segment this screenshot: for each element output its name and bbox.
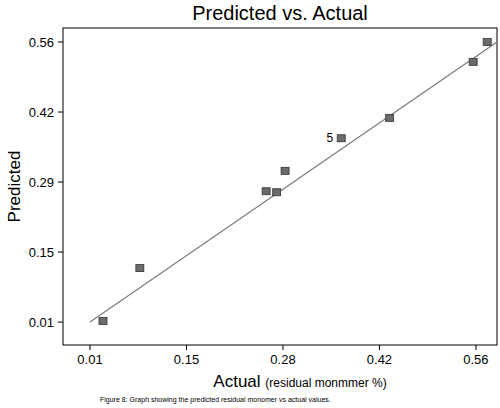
- point: [483, 39, 491, 46]
- y-axis-label: Predicted: [5, 151, 24, 223]
- plot-frame: [63, 28, 497, 345]
- caption: Figure 8: Graph showing the predicted re…: [100, 396, 331, 404]
- x-tick-label: 0.15: [174, 352, 199, 367]
- point: [386, 114, 394, 121]
- title: Predicted vs. Actual: [192, 2, 368, 24]
- x-tick-label: 0.56: [463, 352, 488, 367]
- point: [281, 167, 289, 174]
- chart: Predicted vs. Actual 0.01 0.15 0.28 0.42 0.56…: [0, 0, 500, 408]
- point: [337, 135, 345, 142]
- x-axis-label: Actual (residual monmmer %): [213, 372, 386, 391]
- y-tick-label: 0.01: [29, 315, 54, 330]
- x-axis-label-units: (residual monmmer %): [265, 376, 386, 390]
- y-tick: [58, 112, 63, 113]
- y-tick-label: 0.56: [29, 35, 54, 50]
- point: [99, 318, 107, 325]
- plot-area: [90, 39, 497, 325]
- point-annotation: 5: [327, 131, 334, 145]
- x-tick: [475, 345, 476, 350]
- x-tick-label: 0.28: [270, 352, 295, 367]
- x-axis-label-main: Actual: [213, 372, 265, 391]
- point: [262, 188, 270, 195]
- y-tick: [58, 182, 63, 183]
- x-tick-label: 0.42: [367, 352, 392, 367]
- x-tick: [282, 345, 283, 350]
- y-tick: [58, 322, 63, 323]
- y-tick-label: 0.15: [29, 245, 54, 260]
- point: [469, 58, 477, 65]
- y-tick-label: 0.42: [29, 105, 54, 120]
- point: [273, 189, 281, 196]
- x-tick: [379, 345, 380, 350]
- x-tick: [90, 345, 91, 350]
- point: [136, 265, 144, 272]
- x-tick: [186, 345, 187, 350]
- fit-line: [90, 42, 497, 322]
- x-tick-label: 0.01: [77, 352, 102, 367]
- y-tick: [58, 42, 63, 43]
- y-tick-label: 0.29: [29, 175, 54, 190]
- y-tick: [58, 252, 63, 253]
